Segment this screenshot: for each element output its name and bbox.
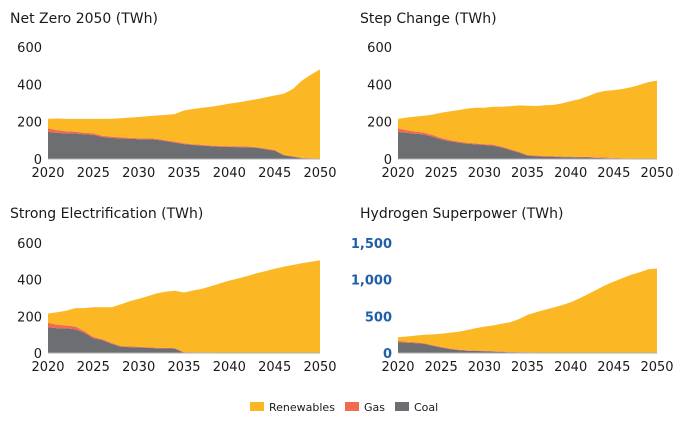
area-renewables — [398, 268, 657, 353]
x-tick-label: 2020 — [381, 166, 414, 181]
x-tick-label: 2045 — [258, 166, 291, 181]
y-tick-label: 500 — [365, 310, 392, 325]
x-tick-label: 2035 — [511, 360, 544, 375]
x-tick-label: 2020 — [31, 360, 64, 375]
area-renewables — [398, 80, 657, 159]
x-tick-label: 2045 — [597, 360, 630, 375]
area-gas — [398, 340, 657, 353]
y-tick-label: 200 — [367, 116, 392, 131]
chart-panel-strong-electrification: Strong Electrification (TWh) 2020 2025 203… — [10, 206, 337, 375]
area-renewables — [48, 260, 320, 353]
y-tick-label: 400 — [17, 274, 42, 289]
x-tick-label: 2035 — [167, 360, 200, 375]
y-tick-label: 0 — [34, 153, 42, 168]
x-tick-label: 2040 — [213, 360, 246, 375]
x-tick-label: 2020 — [31, 166, 64, 181]
legend-item-renewables: Renewables — [250, 401, 335, 414]
x-tick-label: 2025 — [425, 360, 458, 375]
area-renewables — [48, 69, 320, 159]
y-tick-label: 200 — [17, 116, 42, 131]
y-tick-label: 0 — [383, 347, 392, 362]
area-coal — [398, 131, 657, 159]
x-tick-label: 2040 — [213, 166, 246, 181]
x-tick-label: 2040 — [554, 166, 587, 181]
y-tick-label: 1,500 — [351, 237, 392, 252]
x-tick-label: 2025 — [425, 166, 458, 181]
x-tick-label: 2050 — [303, 166, 336, 181]
y-tick-label: 0 — [384, 153, 392, 168]
x-tick-label: 2025 — [77, 360, 110, 375]
x-tick-label: 2020 — [381, 360, 414, 375]
x-tick-label: 2030 — [468, 360, 501, 375]
x-tick-label: 2040 — [554, 360, 587, 375]
y-tick-label: 600 — [367, 41, 392, 56]
x-tick-label: 2050 — [640, 166, 673, 181]
y-tick-label: 400 — [367, 78, 392, 93]
area-coal — [398, 342, 657, 353]
chart-panel-step-change: Step Change (TWh) 2020 2025 2030 2035 2040 20… — [360, 11, 674, 181]
x-tick-label: 2030 — [122, 360, 155, 375]
y-tick-label: 600 — [17, 237, 42, 252]
x-tick-label: 2050 — [640, 360, 673, 375]
y-tick-label: 600 — [17, 41, 42, 56]
legend-item-coal: Coal — [395, 401, 438, 414]
chart-title: Strong Electrification (TWh) — [10, 206, 203, 222]
y-tick-label: 0 — [34, 347, 42, 362]
legend-swatch-coal — [395, 402, 409, 411]
legend-label-renewables: Renewables — [269, 401, 335, 414]
x-tick-label: 2035 — [167, 166, 200, 181]
area-gas — [48, 128, 320, 159]
y-tick-label: 400 — [17, 78, 42, 93]
legend-label-gas: Gas — [364, 401, 385, 414]
x-tick-label: 2050 — [303, 360, 336, 375]
x-tick-label: 2025 — [77, 166, 110, 181]
legend: Renewables Gas Coal — [250, 401, 438, 414]
area-coal — [48, 131, 320, 159]
chart-panel-hydrogen-superpower: Hydrogen Superpower (TWh) 2020 2025 2030 20… — [351, 206, 674, 375]
y-tick-label: 1,000 — [351, 274, 392, 289]
x-tick-label: 2035 — [511, 166, 544, 181]
x-tick-label: 2045 — [258, 360, 291, 375]
legend-item-gas: Gas — [345, 401, 385, 414]
x-tick-label: 2030 — [468, 166, 501, 181]
chart-title: Net Zero 2050 (TWh) — [10, 11, 158, 27]
legend-label-coal: Coal — [414, 401, 438, 414]
y-tick-label: 200 — [17, 310, 42, 325]
chart-panel-net-zero-2050: Net Zero 2050 (TWh) 2020 2025 2030 2035 2040… — [10, 11, 337, 181]
x-tick-label: 2030 — [122, 166, 155, 181]
legend-swatch-renewables — [250, 402, 264, 411]
x-tick-label: 2045 — [597, 166, 630, 181]
area-coal — [48, 327, 320, 353]
chart-title: Hydrogen Superpower (TWh) — [360, 206, 563, 222]
legend-swatch-gas — [345, 402, 359, 411]
chart-title: Step Change (TWh) — [360, 11, 497, 27]
